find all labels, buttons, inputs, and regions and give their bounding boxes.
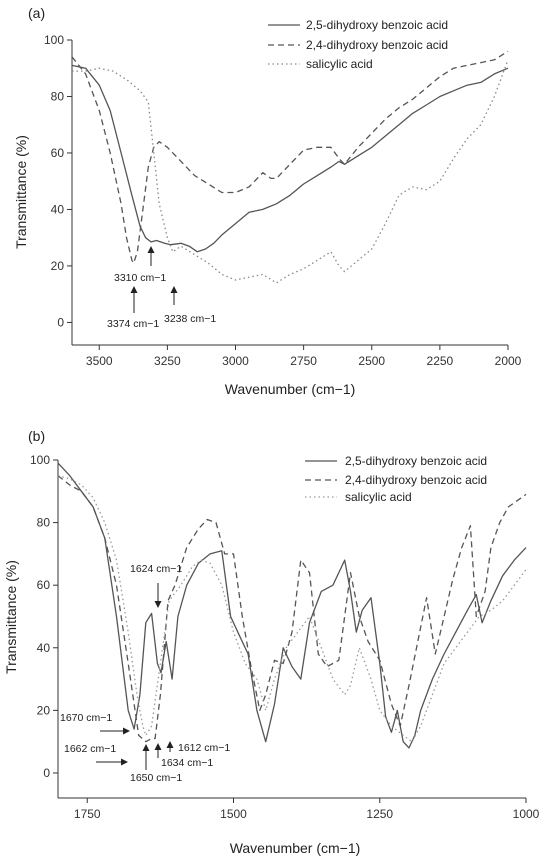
panel-a-y-tick-label-1: 20	[51, 259, 65, 273]
panel-b-series-line-dotted	[57, 474, 527, 743]
panel-a-legend-entry-2: 2,4-dihydroxy benzoic acid	[306, 38, 448, 52]
panel-b-y-ticks: 0 20 40 60 80 100	[30, 453, 58, 780]
annotation-3238: 3238 cm−1	[164, 313, 216, 325]
panel-b-y-tick-label-2: 40	[37, 641, 51, 655]
panel-b-x-tick-label-0: 1750	[74, 807, 101, 821]
panel-b-legend-entry-2: 2,4-dihydroxy benzoic acid	[345, 473, 487, 487]
annotation-1612: 1612 cm−1	[178, 742, 230, 754]
panel-a-x-ticks: 3500 3250 3000 2750 2500 2250 2000	[86, 345, 522, 368]
panel-a-y-tick-label-3: 60	[51, 146, 65, 160]
annotation-3310: 3310 cm−1	[114, 272, 166, 284]
arrow-3238-head	[170, 286, 178, 293]
panel-a-label: (a)	[28, 5, 45, 21]
panel-b-annotations: 1624 cm−1 1670 cm−1 1662 cm−1 1650 cm−1 …	[60, 563, 230, 784]
arrow-1650-head	[142, 744, 150, 751]
panel-b-x-axis-title: Wavenumber (cm−1)	[230, 840, 361, 856]
arrow-3310-head	[147, 246, 155, 253]
panel-a-x-tick-label-2: 3000	[222, 354, 249, 368]
panel-b-y-tick-label-5: 100	[30, 453, 50, 467]
panel-b-label: (b)	[28, 428, 45, 444]
panel-a-axes	[71, 40, 508, 346]
panel-a-x-tick-label-5: 2250	[427, 354, 454, 368]
panel-a-y-axis-title: Transmittance (%)	[13, 135, 29, 249]
panel-b-series-line-dashed	[57, 475, 527, 743]
panel-b-x-ticks: 1750 1500 1250 1000	[74, 798, 540, 821]
panel-b-x-tick-label-3: 1000	[513, 807, 540, 821]
panel-a-series-line-dotted	[72, 59, 509, 284]
panel-a-y-tick-label-4: 80	[51, 89, 65, 103]
panel-b-x-tick-label-2: 1250	[366, 807, 393, 821]
panel-a-legend-entry-3: salicylic acid	[306, 57, 373, 71]
panel-b-legend-entry-3: salicylic acid	[345, 490, 412, 504]
panel-a-series	[71, 50, 509, 284]
arrow-1612-head	[166, 741, 174, 748]
panel-a: (a) 3500 3250 3000 2750 2500 2250 2000 0 20 40 60…	[13, 5, 522, 397]
arrow-1634-head	[154, 743, 162, 750]
panel-b-axes	[57, 460, 526, 799]
annotation-1650: 1650 cm−1	[130, 772, 182, 784]
panel-b-series	[57, 462, 527, 749]
panel-a-series-line-solid	[71, 64, 509, 253]
panel-b-y-tick-label-1: 20	[37, 703, 51, 717]
panel-b-x-tick-label-1: 1500	[220, 807, 247, 821]
panel-a-x-tick-label-1: 3250	[154, 354, 181, 368]
panel-b-y-tick-label-0: 0	[43, 766, 50, 780]
panel-a-x-tick-label-6: 2000	[495, 354, 522, 368]
panel-b-y-tick-label-3: 60	[37, 578, 51, 592]
panel-a-y-tick-label-0: 0	[57, 315, 64, 329]
panel-a-annotations: 3310 cm−1 3374 cm−1 3238 cm−1	[107, 246, 216, 330]
panel-a-y-tick-label-5: 100	[44, 33, 64, 47]
annotation-1662: 1662 cm−1	[64, 743, 116, 755]
annotation-1624: 1624 cm−1	[130, 563, 182, 575]
panel-a-x-tick-label-3: 2750	[290, 354, 317, 368]
panel-a-x-axis-title: Wavenumber (cm−1)	[225, 381, 356, 397]
panel-b-y-axis-title: Transmittance (%)	[3, 560, 19, 674]
panel-b-series-line-solid	[57, 462, 527, 749]
arrow-1670-head	[123, 727, 130, 735]
panel-a-x-tick-label-4: 2500	[358, 354, 385, 368]
annotation-3374: 3374 cm−1	[107, 318, 159, 330]
annotation-1670: 1670 cm−1	[60, 712, 112, 724]
arrow-1662-head	[121, 758, 128, 766]
panel-a-y-ticks: 0 20 40 60 80 100	[44, 33, 72, 329]
annotation-1634: 1634 cm−1	[161, 757, 213, 769]
arrow-1624-head	[154, 601, 162, 608]
panel-a-legend: 2,5-dihydroxy benzoic acid 2,4-dihydroxy…	[268, 18, 448, 71]
panel-b-legend: 2,5-dihydroxy benzoic acid 2,4-dihydroxy…	[305, 454, 487, 504]
panel-b-legend-entry-1: 2,5-dihydroxy benzoic acid	[345, 454, 487, 468]
panel-a-series-line-dashed	[71, 50, 509, 264]
panel-a-x-tick-label-0: 3500	[86, 354, 113, 368]
panel-b: (b) 1750 1500 1250 1000 0 20 40 60 80 100 Wavenu…	[3, 428, 540, 856]
panel-a-y-tick-label-2: 40	[51, 202, 65, 216]
panel-b-y-tick-label-4: 80	[37, 516, 51, 530]
arrow-3374-head	[130, 286, 138, 293]
panel-a-legend-entry-1: 2,5-dihydroxy benzoic acid	[306, 18, 448, 32]
